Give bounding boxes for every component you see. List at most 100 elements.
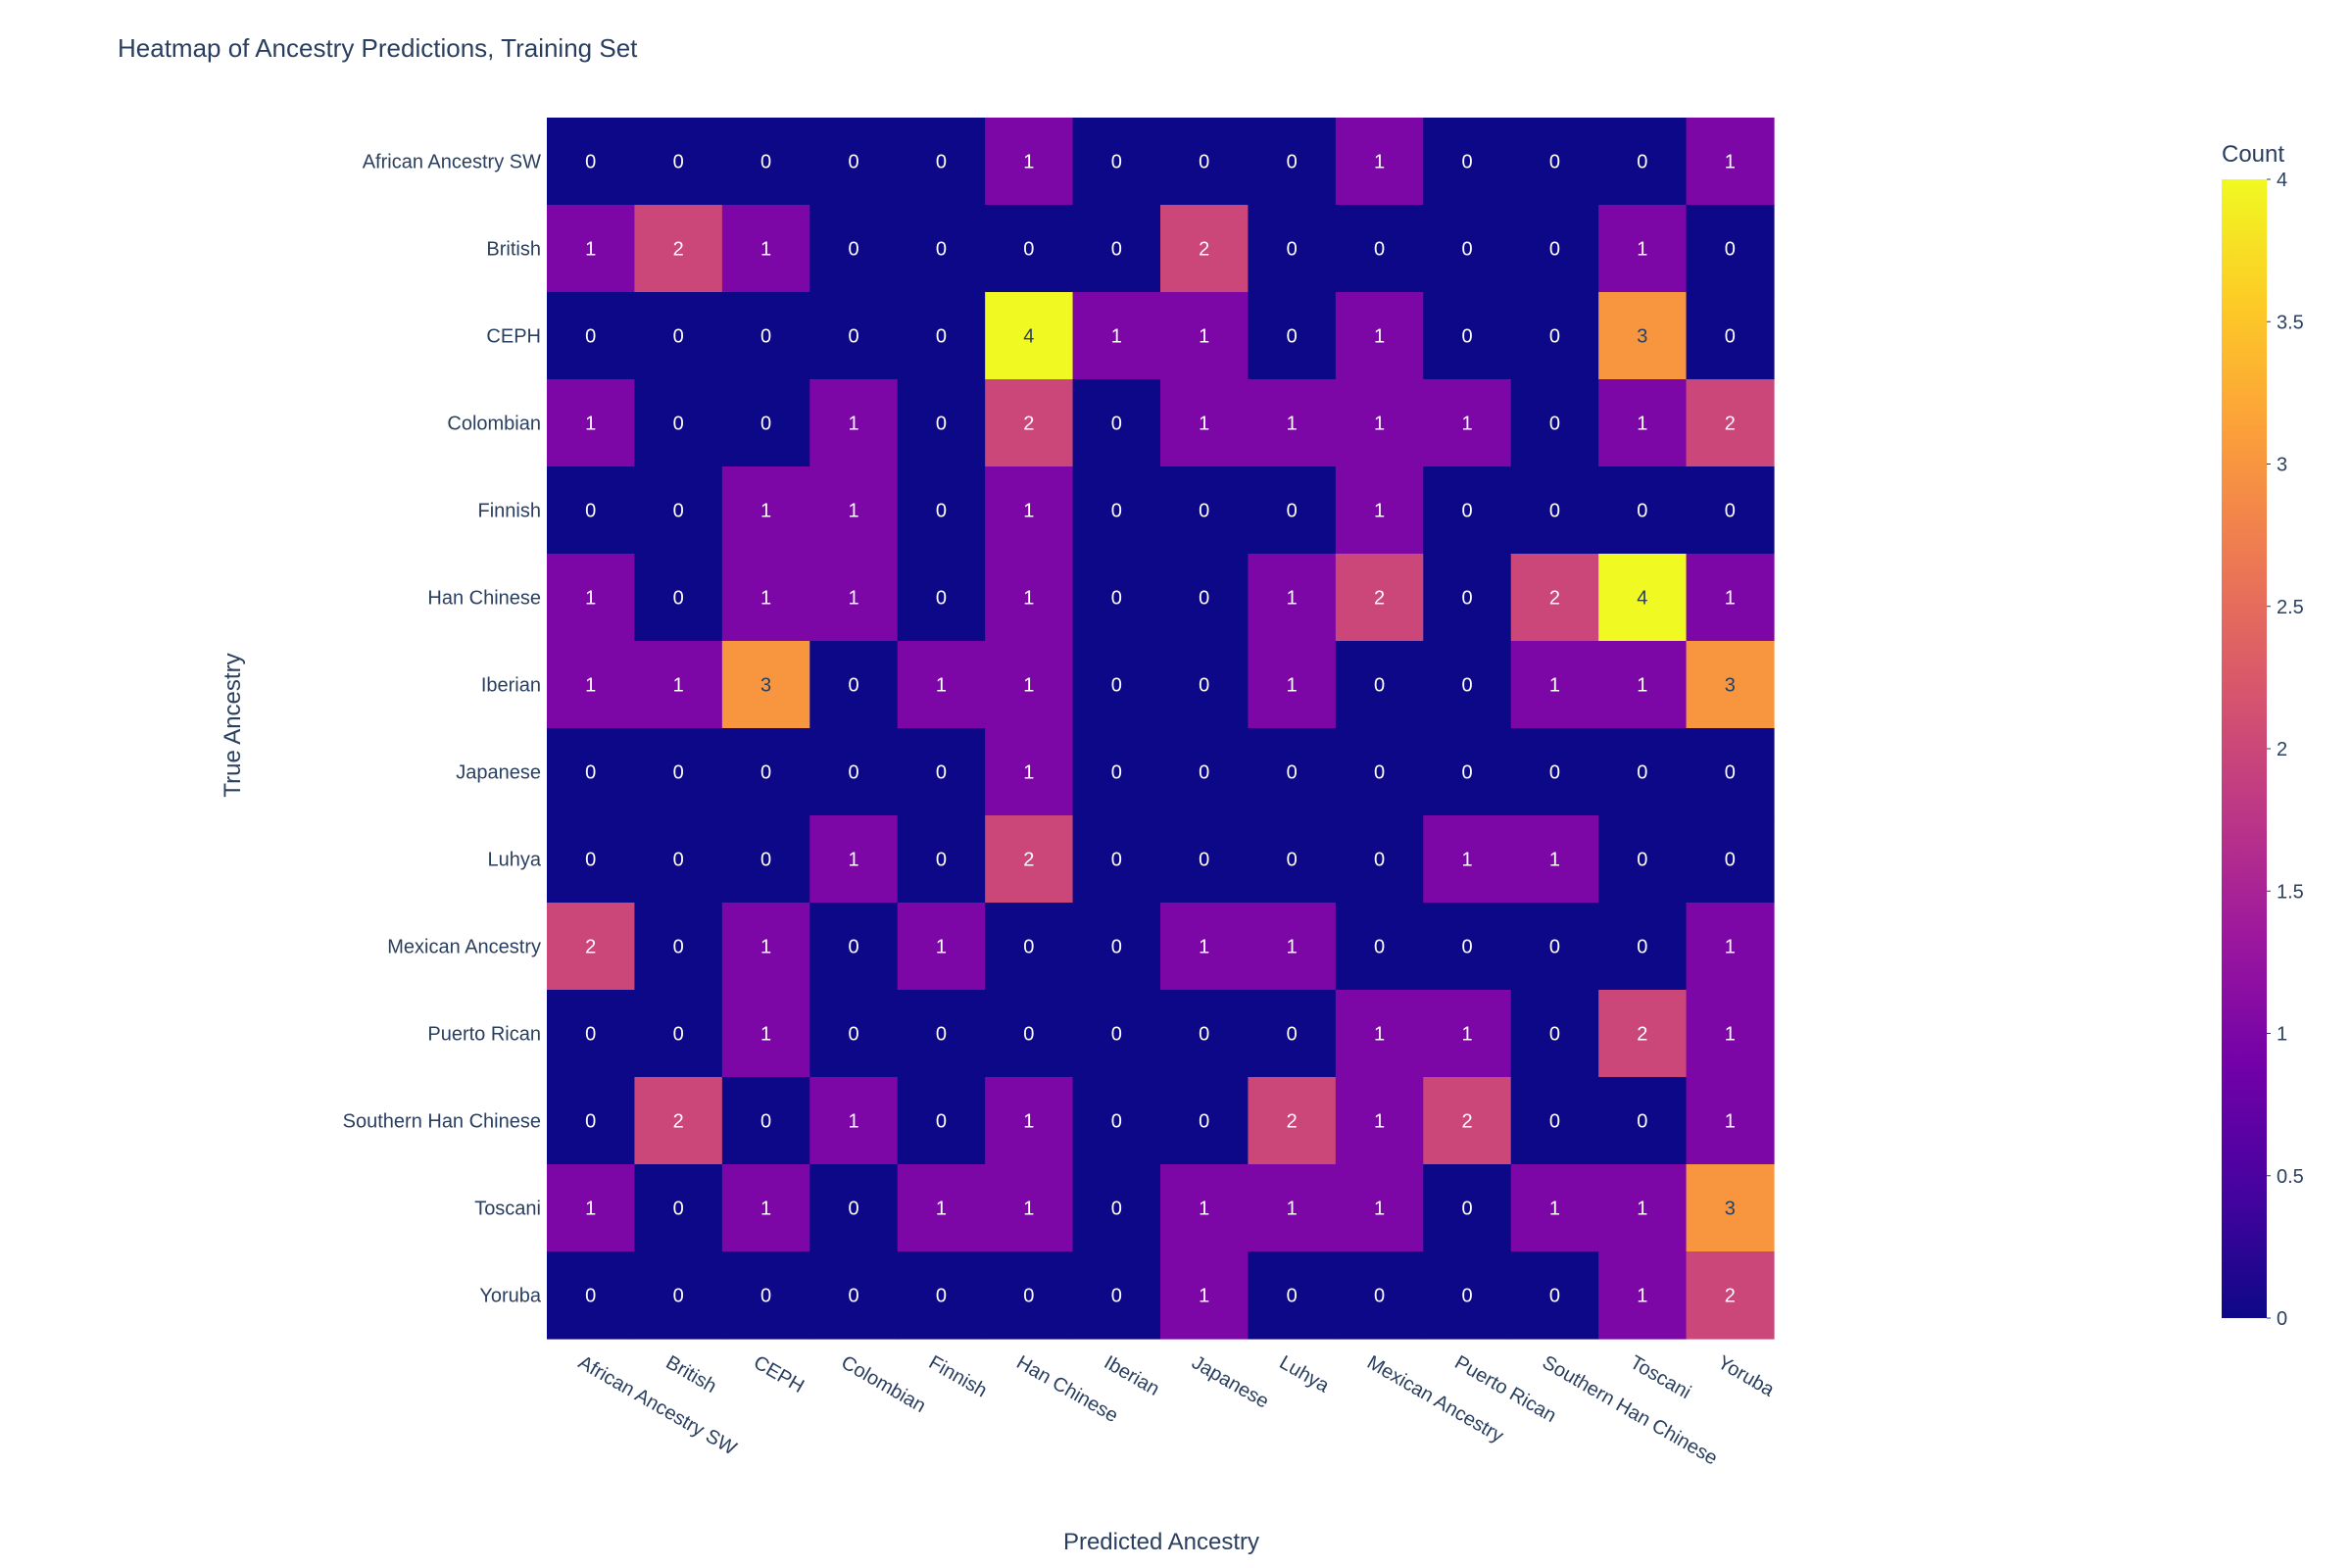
heatmap-cell — [897, 641, 986, 729]
heatmap-cell-label: 1 — [1023, 588, 1034, 610]
heatmap-cell-label: 4 — [1637, 588, 1647, 610]
heatmap-cell — [897, 1077, 986, 1165]
heatmap-cell — [985, 1164, 1074, 1252]
heatmap-cell — [721, 118, 810, 206]
heatmap-cell-label: 0 — [1725, 239, 1736, 261]
heatmap-cell-label: 1 — [848, 588, 858, 610]
heatmap-cell — [1423, 205, 1512, 293]
heatmap-cell — [1686, 292, 1775, 380]
heatmap-cell-label: 1 — [936, 1199, 947, 1220]
heatmap-cell-label: 0 — [760, 850, 771, 871]
heatmap-cell-label: 1 — [1023, 762, 1034, 784]
heatmap-cell — [547, 1251, 636, 1340]
heatmap-cell-label: 0 — [1549, 1111, 1560, 1133]
heatmap-cell — [1510, 1077, 1599, 1165]
heatmap-cell-label: 1 — [585, 588, 596, 610]
heatmap-cell-label: 0 — [1549, 1024, 1560, 1046]
heatmap-cell-label: 0 — [673, 414, 684, 435]
heatmap-cell — [897, 118, 986, 206]
heatmap-cell-label: 1 — [585, 675, 596, 697]
heatmap-cell — [809, 1251, 899, 1340]
heatmap-cell-label: 1 — [848, 850, 858, 871]
heatmap-cell-label: 0 — [1287, 762, 1298, 784]
heatmap-cell — [1686, 1251, 1775, 1340]
heatmap-cell-label: 1 — [1199, 937, 1209, 958]
heatmap-cell-label: 2 — [1199, 239, 1209, 261]
heatmap-cell-label: 0 — [1023, 937, 1034, 958]
heatmap-cell — [634, 292, 723, 380]
heatmap-cell-label: 2 — [1637, 1024, 1647, 1046]
heatmap-cell — [547, 903, 636, 991]
heatmap-cell — [634, 205, 723, 293]
heatmap-cell — [1160, 292, 1250, 380]
heatmap-cell-label: 0 — [1199, 762, 1209, 784]
heatmap-cell — [721, 554, 810, 642]
heatmap-cell-label: 1 — [848, 1111, 858, 1133]
heatmap-cell-label: 2 — [1461, 1111, 1472, 1133]
heatmap-cell — [985, 728, 1074, 816]
heatmap-cell-label: 0 — [673, 501, 684, 522]
heatmap-cell — [897, 815, 986, 904]
heatmap-cell — [809, 1164, 899, 1252]
heatmap-cell-label: 1 — [1461, 850, 1472, 871]
heatmap-cell — [721, 1251, 810, 1340]
heatmap-cell — [809, 728, 899, 816]
y-tick-label: Luhya — [488, 850, 542, 871]
heatmap-cell-label: 1 — [1637, 1286, 1647, 1307]
heatmap-cell — [1423, 292, 1512, 380]
heatmap-cell — [721, 379, 810, 467]
heatmap-cell — [1072, 728, 1161, 816]
heatmap-cell-label: 1 — [673, 675, 684, 697]
heatmap-cell-label: 1 — [1374, 326, 1385, 348]
heatmap-cell — [809, 118, 899, 206]
colorbar-tick-label: 0 — [2277, 1308, 2287, 1330]
heatmap-cell — [897, 554, 986, 642]
heatmap-cell — [897, 466, 986, 555]
heatmap-cell — [1510, 990, 1599, 1078]
heatmap-cell-label: 0 — [585, 501, 596, 522]
heatmap-cell — [985, 466, 1074, 555]
heatmap-cell — [1248, 1077, 1337, 1165]
heatmap-cell — [547, 118, 636, 206]
heatmap-cell-label: 0 — [1199, 501, 1209, 522]
x-tick-label: British — [662, 1351, 720, 1397]
heatmap-cell — [547, 1077, 636, 1165]
heatmap-cell — [809, 903, 899, 991]
heatmap-cell-label: 3 — [1637, 326, 1647, 348]
heatmap-cell — [985, 815, 1074, 904]
heatmap-cell-label: 0 — [1287, 1286, 1298, 1307]
heatmap-cell — [634, 466, 723, 555]
heatmap-cell — [547, 379, 636, 467]
heatmap-cell-label: 0 — [1199, 152, 1209, 173]
heatmap-cell — [1510, 1164, 1599, 1252]
heatmap-cell — [1510, 379, 1599, 467]
heatmap-cell-label: 0 — [760, 762, 771, 784]
heatmap-cell — [1510, 205, 1599, 293]
heatmap-cell-label: 0 — [848, 937, 858, 958]
heatmap-cell — [897, 903, 986, 991]
colorbar-ticks: 0 0.5 1 1.5 2 2.5 3 3.5 4 — [2267, 170, 2304, 1330]
heatmap-cell — [1598, 1164, 1688, 1252]
heatmap-cell-label: 1 — [848, 501, 858, 522]
heatmap-cell — [1072, 641, 1161, 729]
heatmap-cell-label: 0 — [585, 326, 596, 348]
heatmap-cell-label: 0 — [936, 326, 947, 348]
heatmap-cell-label: 0 — [585, 1111, 596, 1133]
heatmap-cell-label: 2 — [1023, 850, 1034, 871]
heatmap-cell-label: 3 — [760, 675, 771, 697]
heatmap-cell — [1160, 728, 1250, 816]
heatmap-cell-label: 1 — [1549, 675, 1560, 697]
heatmap-cell-label: 0 — [936, 414, 947, 435]
heatmap-cell-label: 0 — [585, 1024, 596, 1046]
heatmap-cell-label: 0 — [1549, 414, 1560, 435]
heatmap-cell-label: 3 — [1725, 675, 1736, 697]
heatmap-cell-label: 0 — [673, 1286, 684, 1307]
heatmap-cell — [1686, 990, 1775, 1078]
heatmap-cell-label: 1 — [1023, 675, 1034, 697]
heatmap-cell-label: 0 — [848, 675, 858, 697]
heatmap-cell-label: 2 — [1023, 414, 1034, 435]
heatmap-cell-label: 0 — [848, 1024, 858, 1046]
heatmap-cell — [1598, 379, 1688, 467]
heatmap-cell-label: 0 — [673, 588, 684, 610]
